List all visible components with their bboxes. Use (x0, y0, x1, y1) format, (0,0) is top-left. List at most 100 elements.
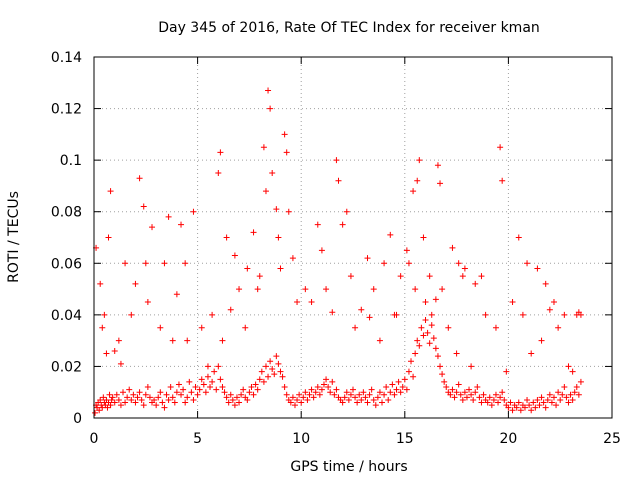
data-point (428, 311, 435, 318)
data-point (115, 337, 122, 344)
data-point (97, 280, 104, 287)
data-point (519, 311, 526, 318)
data-point (422, 298, 429, 305)
data-point (318, 386, 325, 393)
data-point (275, 360, 282, 367)
data-point (283, 149, 290, 156)
data-point (194, 391, 201, 398)
data-point (323, 376, 330, 383)
data-point (524, 260, 531, 267)
data-point (426, 340, 433, 347)
data-point (236, 399, 243, 406)
data-point (106, 391, 113, 398)
data-point (289, 255, 296, 262)
data-point (227, 391, 234, 398)
data-point (381, 260, 388, 267)
data-point (550, 394, 557, 401)
x-tick-label: 20 (499, 431, 517, 447)
data-point (424, 329, 431, 336)
data-point (333, 386, 340, 393)
data-point (507, 399, 514, 406)
data-point (515, 234, 522, 241)
data-point (345, 396, 352, 403)
data-point (546, 306, 553, 313)
data-point (196, 386, 203, 393)
data-point (169, 394, 176, 401)
data-point (242, 324, 249, 331)
data-point (542, 280, 549, 287)
data-point (258, 368, 265, 375)
data-point (515, 399, 522, 406)
data-point (364, 255, 371, 262)
data-point (376, 389, 383, 396)
data-point (416, 157, 423, 164)
data-point (395, 378, 402, 385)
data-point (223, 234, 230, 241)
data-point (434, 353, 441, 360)
data-point (254, 386, 261, 393)
data-point (126, 386, 133, 393)
data-point (246, 389, 253, 396)
data-point (393, 386, 400, 393)
data-point (432, 296, 439, 303)
data-point (140, 402, 147, 409)
data-point (327, 389, 334, 396)
data-point (484, 399, 491, 406)
data-point (426, 273, 433, 280)
data-point (370, 286, 377, 293)
data-point (238, 391, 245, 398)
data-point (347, 391, 354, 398)
data-point (277, 265, 284, 272)
data-point (439, 371, 446, 378)
data-point (254, 286, 261, 293)
data-point (217, 376, 224, 383)
data-point (559, 391, 566, 398)
data-point (362, 394, 369, 401)
data-point (298, 399, 305, 406)
data-point (408, 358, 415, 365)
data-point (339, 399, 346, 406)
data-point (466, 386, 473, 393)
data-point (468, 363, 475, 370)
data-point (403, 247, 410, 254)
data-point (509, 298, 516, 305)
data-point (486, 394, 493, 401)
data-point (561, 311, 568, 318)
data-point (405, 368, 412, 375)
data-point (449, 244, 456, 251)
data-point (517, 407, 524, 414)
data-point (528, 407, 535, 414)
data-point (175, 381, 182, 388)
data-point (184, 337, 191, 344)
data-point (236, 286, 243, 293)
data-point (445, 324, 452, 331)
data-point (418, 324, 425, 331)
data-point (165, 213, 172, 220)
data-point (273, 206, 280, 213)
data-point (347, 273, 354, 280)
data-point (269, 366, 276, 373)
data-point (366, 391, 373, 398)
data-point (267, 105, 274, 112)
data-point (575, 391, 582, 398)
data-point (528, 350, 535, 357)
data-point (275, 234, 282, 241)
data-point (434, 162, 441, 169)
data-point (428, 322, 435, 329)
data-point (202, 389, 209, 396)
grid (94, 57, 612, 418)
data-point (108, 396, 115, 403)
data-point (439, 286, 446, 293)
data-point (360, 389, 367, 396)
data-point (103, 350, 110, 357)
data-point (314, 221, 321, 228)
data-point (352, 324, 359, 331)
data-point (318, 247, 325, 254)
data-point (557, 396, 564, 403)
x-tick-label: 25 (603, 431, 621, 447)
data-point (144, 298, 151, 305)
data-point (310, 394, 317, 401)
data-point (544, 396, 551, 403)
data-point (459, 396, 466, 403)
y-axis-label: ROTI / TECUs (6, 191, 22, 283)
